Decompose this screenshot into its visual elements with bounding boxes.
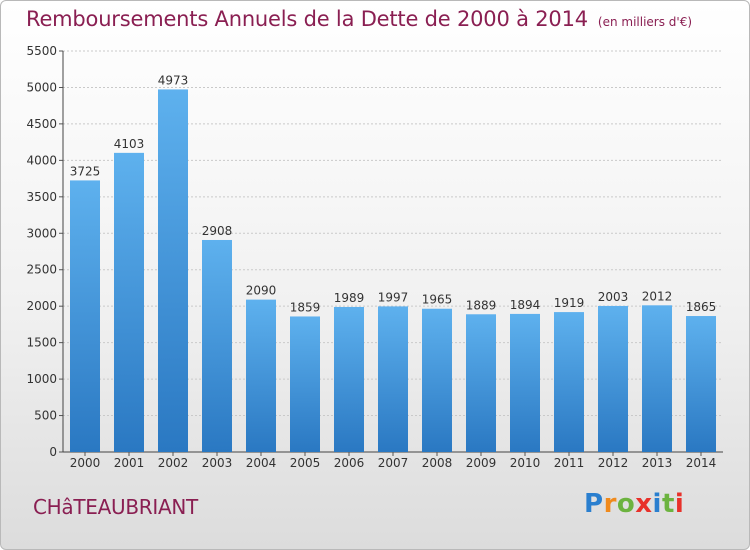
data-label: 1989 — [334, 291, 365, 305]
bar — [642, 305, 672, 452]
x-tick-label: 2010 — [510, 456, 541, 470]
data-label: 1889 — [466, 298, 497, 312]
x-tick-label: 2003 — [202, 456, 233, 470]
x-tick-label: 2008 — [422, 456, 453, 470]
chart-title: Remboursements Annuels de la Dette de 20… — [26, 7, 588, 31]
data-label: 1894 — [510, 298, 541, 312]
data-label: 1965 — [422, 293, 453, 307]
logo-letter: o — [616, 489, 636, 519]
logo-letter: t — [661, 489, 675, 519]
logo-letter: i — [652, 489, 662, 519]
data-label: 2012 — [642, 289, 673, 303]
bar — [554, 312, 584, 452]
x-tick-label: 2002 — [158, 456, 189, 470]
bars — [70, 89, 716, 452]
title-row: Remboursements Annuels de la Dette de 20… — [26, 7, 692, 31]
data-labels: 3725 4103 4973 2908 2090 1859 1989 1997 1965 1889… — [70, 73, 717, 314]
data-label: 2908 — [202, 224, 233, 238]
bar — [114, 152, 144, 452]
bar — [466, 314, 496, 452]
bar — [246, 299, 276, 452]
bar — [158, 89, 188, 452]
x-tick-label: 2013 — [642, 456, 673, 470]
x-tick-label: 2009 — [466, 456, 497, 470]
data-label: 3725 — [70, 164, 101, 178]
place-name: CHâTEAUBRIANT — [33, 495, 198, 519]
y-tick-label: 2500 — [26, 263, 57, 277]
logo-letter: x — [635, 489, 653, 519]
logo-letter: r — [603, 489, 617, 519]
y-tick-label: 500 — [34, 409, 57, 423]
y-tick-label: 3000 — [26, 226, 57, 240]
y-tick-label: 4500 — [26, 117, 57, 131]
data-label: 2003 — [598, 290, 629, 304]
y-tick-label: 5000 — [26, 80, 57, 94]
y-tick-label: 4000 — [26, 153, 57, 167]
bar — [422, 308, 452, 452]
data-label: 1997 — [378, 290, 409, 304]
bar — [686, 316, 716, 452]
x-tick-label: 2006 — [334, 456, 365, 470]
x-tick-label: 2000 — [70, 456, 101, 470]
y-tick-label: 5500 — [26, 44, 57, 58]
y-tick-label: 1000 — [26, 372, 57, 386]
y-tick-label: 2000 — [26, 299, 57, 313]
y-tick-label: 1500 — [26, 336, 57, 350]
logo-letter: i — [674, 489, 685, 519]
x-tick-label: 2005 — [290, 456, 321, 470]
bar — [378, 306, 408, 452]
x-tick-label: 2001 — [114, 456, 145, 470]
x-tick-label: 2011 — [554, 456, 585, 470]
data-label: 4103 — [114, 137, 145, 151]
data-label: 2090 — [246, 284, 277, 298]
data-label: 1865 — [686, 300, 717, 314]
x-tick-label: 2007 — [378, 456, 409, 470]
x-tick-label: 2004 — [246, 456, 277, 470]
bar — [334, 306, 364, 452]
data-label: 1919 — [554, 296, 585, 310]
y-tick-label: 0 — [49, 445, 57, 459]
chart-unit-note: (en milliers d'€) — [597, 15, 693, 29]
bar — [70, 180, 100, 452]
x-tick-label: 2012 — [598, 456, 629, 470]
bar — [510, 313, 540, 452]
bar — [598, 305, 628, 452]
proxiti-logo: Proxiti — [584, 489, 684, 519]
data-label: 4973 — [158, 73, 189, 87]
x-tick-label: 2014 — [686, 456, 717, 470]
data-label: 1859 — [290, 300, 321, 314]
bar — [202, 239, 232, 452]
bar — [290, 316, 320, 452]
y-tick-label: 3500 — [26, 190, 57, 204]
logo-letter: P — [584, 489, 604, 519]
